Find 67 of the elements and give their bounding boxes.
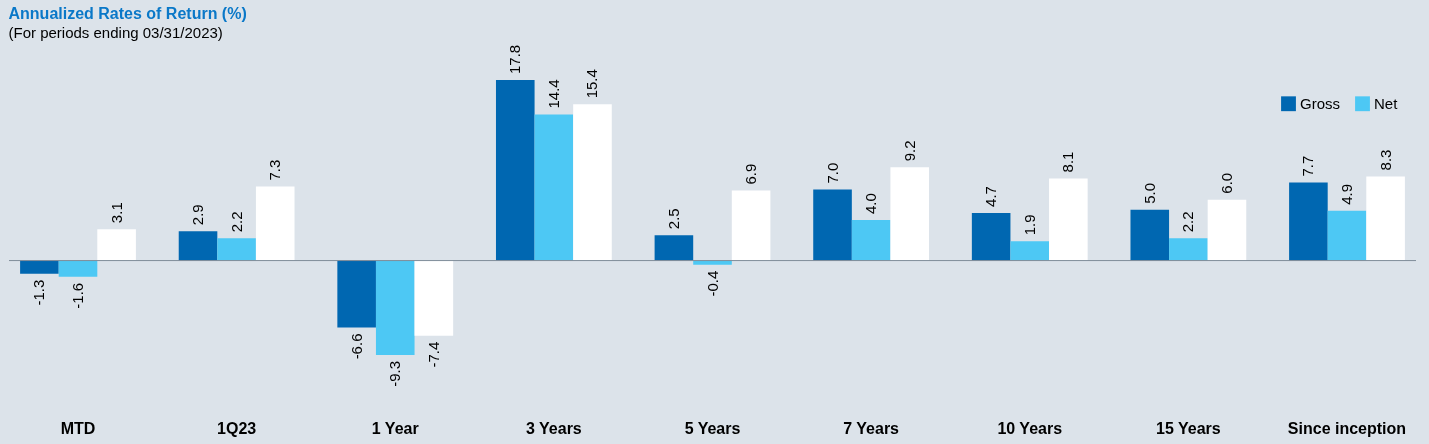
x-tick-label: 1Q23 [217, 419, 257, 437]
bar [217, 238, 256, 261]
bar [178, 231, 218, 261]
bar [813, 189, 852, 261]
legend-label: Gross [1300, 94, 1341, 112]
bar [693, 260, 732, 265]
bar [1010, 241, 1050, 261]
x-tick-label: Since inception [1287, 419, 1407, 437]
bar [414, 260, 454, 336]
chart-subtitle: (For periods ending 03/31/2023) [8, 23, 223, 41]
data-label: 2.9 [189, 204, 207, 226]
data-label: 15.4 [583, 69, 601, 99]
x-tick-label: 10 Years [997, 419, 1063, 437]
data-label: 5.0 [1140, 183, 1158, 204]
data-label: 17.8 [506, 44, 524, 75]
bar [1130, 209, 1170, 261]
bar [1207, 199, 1247, 261]
data-label: 6.0 [1217, 172, 1235, 194]
data-label: 3.1 [107, 202, 125, 224]
data-label: 4.7 [982, 186, 1000, 207]
data-label: -1.3 [30, 279, 48, 306]
x-tick-label: 7 Years [843, 419, 900, 437]
bar [97, 229, 136, 261]
bar [495, 80, 535, 261]
bar [890, 167, 930, 261]
bar [731, 190, 771, 261]
data-label: -1.6 [69, 282, 86, 309]
bar [534, 114, 574, 261]
data-label: 6.9 [742, 163, 760, 185]
bar [654, 235, 694, 261]
data-label: 4.9 [1338, 184, 1355, 205]
data-label: 7.3 [266, 159, 284, 181]
x-tick-label: 3 Years [525, 419, 582, 437]
bar [1289, 182, 1328, 261]
bar [337, 260, 376, 328]
bar [20, 260, 59, 274]
data-label: 2.2 [227, 211, 245, 233]
data-label: 7.0 [823, 162, 841, 184]
bar [1049, 178, 1088, 261]
data-label: 9.2 [900, 140, 918, 162]
bar [1169, 238, 1208, 261]
data-label: 4.0 [862, 193, 880, 214]
data-label: 14.4 [544, 79, 562, 109]
bar [58, 260, 98, 277]
bar [1366, 176, 1405, 261]
x-tick-label: 15 Years [1156, 419, 1221, 437]
x-tick-label: MTD [60, 419, 96, 437]
data-label: -6.6 [347, 333, 365, 360]
bar [971, 212, 1011, 261]
legend-label: Net [1374, 94, 1399, 112]
bar [851, 220, 891, 261]
data-label: 8.1 [1059, 151, 1077, 173]
bar [375, 260, 415, 355]
chart-title: Annualized Rates of Return (%) [8, 4, 247, 22]
bar [573, 104, 612, 261]
data-label: -7.4 [424, 341, 442, 368]
data-label: 1.9 [1020, 214, 1038, 236]
data-label: 8.3 [1376, 149, 1394, 171]
x-tick-label: 1 Year [371, 419, 419, 437]
data-label: 7.7 [1299, 155, 1317, 177]
x-tick-label: 5 Years [684, 419, 741, 437]
bar [255, 186, 295, 261]
bar [1327, 210, 1367, 261]
data-label: 2.5 [664, 208, 682, 230]
data-label: 2.2 [1179, 211, 1197, 233]
data-label: -0.4 [703, 270, 721, 297]
data-label: -9.3 [386, 360, 404, 387]
